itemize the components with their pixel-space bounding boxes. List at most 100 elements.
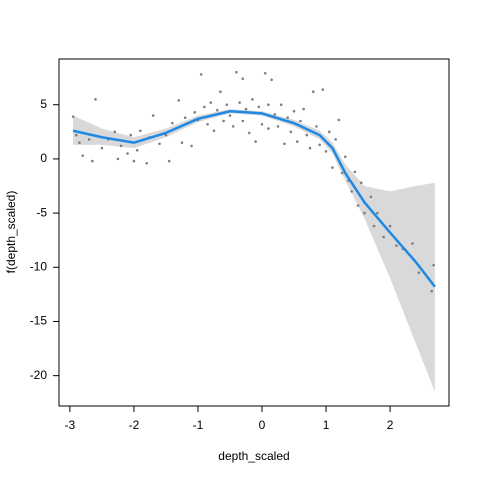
- point: [116, 157, 120, 161]
- point: [228, 114, 232, 117]
- point: [292, 109, 296, 113]
- point: [129, 133, 133, 137]
- point: [212, 129, 216, 133]
- point: [350, 190, 353, 193]
- point: [283, 142, 286, 146]
- point: [417, 271, 421, 275]
- point: [215, 108, 219, 112]
- y-tick-label: -15: [30, 314, 48, 328]
- x-tick-label: 0: [259, 418, 266, 432]
- point: [270, 78, 273, 82]
- point: [94, 98, 97, 101]
- point: [167, 159, 171, 163]
- point: [132, 159, 136, 163]
- point: [190, 144, 193, 148]
- point: [337, 118, 341, 122]
- smooth-line: [72, 109, 436, 288]
- point: [359, 181, 363, 185]
- y-tick-label: -20: [30, 368, 48, 382]
- point: [382, 235, 385, 239]
- point: [324, 150, 328, 153]
- point: [74, 133, 78, 137]
- point: [321, 88, 325, 91]
- y-tick-label: 0: [40, 151, 47, 165]
- point: [145, 161, 149, 165]
- point: [244, 107, 248, 111]
- point: [340, 171, 344, 175]
- point: [286, 116, 289, 120]
- point: [241, 77, 245, 81]
- point: [279, 103, 283, 107]
- point: [206, 122, 209, 126]
- point: [171, 121, 174, 125]
- point: [81, 154, 84, 157]
- point: [302, 107, 305, 111]
- point: [235, 70, 238, 74]
- point: [119, 144, 123, 148]
- point: [225, 103, 229, 107]
- point: [91, 159, 94, 163]
- point: [267, 127, 270, 130]
- x-tick-label: -2: [129, 418, 140, 432]
- point: [78, 141, 81, 144]
- point: [113, 130, 117, 134]
- point: [369, 195, 373, 199]
- point: [254, 140, 257, 143]
- point: [375, 211, 379, 215]
- point: [411, 242, 414, 245]
- point: [263, 72, 267, 75]
- x-tick-label: 1: [323, 418, 330, 432]
- point: [100, 146, 104, 150]
- point: [331, 166, 334, 169]
- point: [318, 143, 321, 147]
- point: [219, 90, 222, 94]
- confidence-band: [73, 109, 435, 392]
- point: [315, 125, 318, 128]
- point: [135, 148, 139, 152]
- point: [372, 224, 376, 228]
- point: [353, 170, 357, 174]
- point: [311, 90, 315, 94]
- point: [71, 115, 75, 118]
- point: [241, 119, 245, 123]
- x-tick-label: -3: [65, 418, 76, 432]
- point: [343, 155, 347, 159]
- point: [289, 130, 293, 134]
- point: [151, 114, 155, 117]
- point: [87, 138, 91, 141]
- point: [180, 141, 184, 144]
- point: [395, 244, 398, 247]
- point: [267, 103, 270, 107]
- point: [260, 122, 264, 126]
- point: [209, 101, 213, 104]
- point: [139, 129, 142, 133]
- point: [231, 125, 235, 128]
- x-axis-label: depth_scaled: [218, 449, 289, 463]
- point: [273, 113, 277, 116]
- point: [158, 142, 161, 146]
- point: [203, 105, 206, 109]
- y-axis-label: f(depth_scaled): [4, 191, 18, 274]
- point: [356, 204, 360, 207]
- y-tick-label: 5: [40, 97, 47, 111]
- point: [305, 133, 309, 137]
- point: [251, 98, 254, 101]
- y-tick-label: -5: [36, 205, 47, 219]
- x-tick-label: -1: [193, 418, 204, 432]
- point: [334, 138, 337, 141]
- point: [193, 111, 197, 114]
- point: [327, 130, 331, 134]
- point: [363, 211, 366, 215]
- point: [295, 140, 299, 143]
- point: [257, 105, 261, 109]
- point: [222, 119, 225, 123]
- point: [126, 152, 129, 155]
- point: [432, 263, 435, 267]
- point: [276, 125, 280, 128]
- point: [199, 73, 203, 76]
- point: [164, 133, 168, 137]
- point: [183, 116, 187, 120]
- point: [299, 119, 302, 123]
- point: [177, 99, 181, 102]
